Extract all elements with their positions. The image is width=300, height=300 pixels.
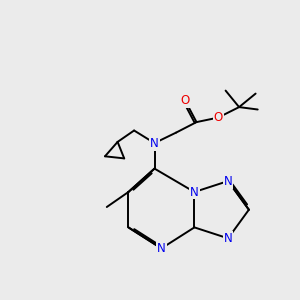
Text: N: N [224,175,233,188]
Text: N: N [224,232,233,245]
Text: O: O [181,94,190,107]
Text: N: N [157,242,166,255]
Text: N: N [190,185,199,199]
Text: N: N [150,136,159,150]
Text: O: O [214,111,223,124]
